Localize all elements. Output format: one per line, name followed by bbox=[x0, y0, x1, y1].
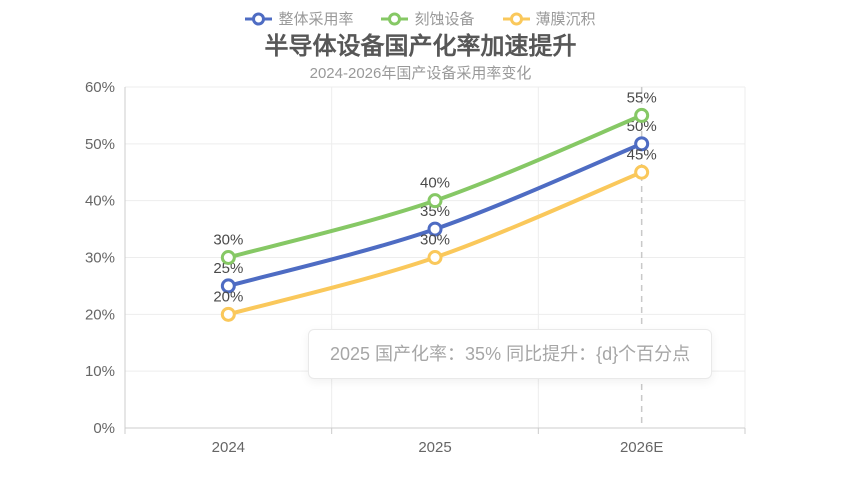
y-axis-label: 0% bbox=[93, 420, 115, 437]
legend-item-薄膜沉积[interactable]: 薄膜沉积 bbox=[502, 8, 596, 29]
legend-item-刻蚀设备[interactable]: 刻蚀设备 bbox=[381, 8, 475, 29]
legend-label: 整体采用率 bbox=[278, 11, 354, 28]
data-point[interactable] bbox=[220, 306, 236, 322]
data-label: 20% bbox=[213, 288, 243, 305]
tooltip-text: 2025 国产化率：35% 同比提升：{d}个百分点 bbox=[330, 344, 691, 364]
data-point[interactable] bbox=[427, 221, 443, 237]
data-label: 40% bbox=[420, 175, 450, 192]
data-point[interactable] bbox=[634, 136, 650, 152]
x-axis-label[interactable]: 2024 bbox=[212, 439, 245, 456]
data-label: 50% bbox=[627, 118, 657, 135]
x-axis-label[interactable]: 2026E bbox=[620, 439, 663, 456]
y-axis-label: 60% bbox=[85, 79, 115, 96]
chart-subtitle: 2024-2026年国产设备采用率变化 bbox=[309, 65, 532, 82]
data-label: 30% bbox=[420, 232, 450, 249]
data-point[interactable] bbox=[427, 193, 443, 209]
data-point[interactable] bbox=[220, 278, 236, 294]
data-point[interactable] bbox=[634, 164, 650, 180]
legend-marker-icon bbox=[381, 12, 409, 25]
y-axis-label: 10% bbox=[85, 363, 115, 380]
data-label: 30% bbox=[213, 232, 243, 249]
chart-legend: 整体采用率 刻蚀设备 薄膜沉积 bbox=[0, 8, 841, 29]
tooltip: 2025 国产化率：35% 同比提升：{d}个百分点 bbox=[308, 329, 713, 379]
y-axis-label: 50% bbox=[85, 136, 115, 153]
data-label: 25% bbox=[213, 260, 243, 277]
y-axis-label: 30% bbox=[85, 250, 115, 267]
y-axis-label: 40% bbox=[85, 193, 115, 210]
data-label: 35% bbox=[420, 203, 450, 220]
data-label: 55% bbox=[627, 89, 657, 106]
legend-label: 刻蚀设备 bbox=[414, 11, 475, 28]
legend-marker-icon bbox=[245, 12, 273, 25]
data-label: 45% bbox=[627, 146, 657, 163]
y-axis-label: 20% bbox=[85, 306, 115, 323]
legend-label: 薄膜沉积 bbox=[535, 11, 596, 28]
legend-item-整体采用率[interactable]: 整体采用率 bbox=[245, 8, 353, 29]
data-point[interactable] bbox=[220, 250, 236, 265]
data-point[interactable] bbox=[634, 107, 650, 123]
legend-marker-icon bbox=[502, 12, 530, 25]
x-axis-label[interactable]: 2025 bbox=[418, 439, 451, 456]
data-point[interactable] bbox=[427, 250, 443, 265]
chart-title: 半导体设备国产化率加速提升 bbox=[264, 33, 577, 60]
